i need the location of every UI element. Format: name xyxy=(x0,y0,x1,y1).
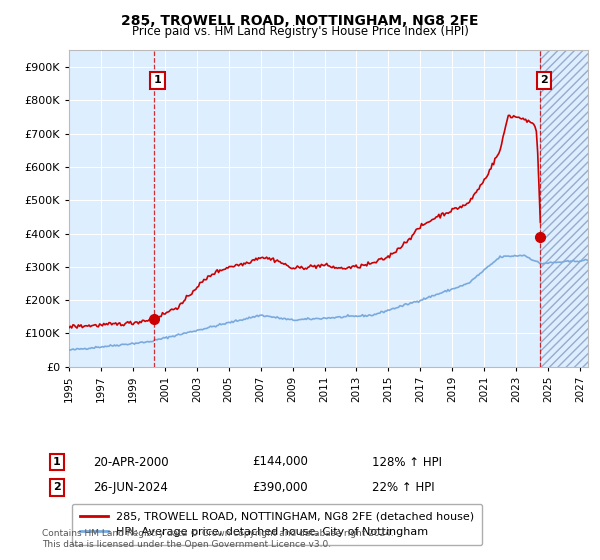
Text: 20-APR-2000: 20-APR-2000 xyxy=(93,455,169,469)
Bar xyxy=(540,50,588,367)
Text: 2: 2 xyxy=(540,76,548,85)
Text: 1: 1 xyxy=(154,76,161,85)
Text: £144,000: £144,000 xyxy=(252,455,308,469)
Text: 1: 1 xyxy=(53,457,61,467)
Text: 128% ↑ HPI: 128% ↑ HPI xyxy=(372,455,442,469)
Legend: 285, TROWELL ROAD, NOTTINGHAM, NG8 2FE (detached house), HPI: Average price, det: 285, TROWELL ROAD, NOTTINGHAM, NG8 2FE (… xyxy=(72,503,482,545)
Text: Price paid vs. HM Land Registry's House Price Index (HPI): Price paid vs. HM Land Registry's House … xyxy=(131,25,469,38)
Text: 26-JUN-2024: 26-JUN-2024 xyxy=(93,480,168,494)
Text: 22% ↑ HPI: 22% ↑ HPI xyxy=(372,480,434,494)
Text: 2: 2 xyxy=(53,482,61,492)
Text: Contains HM Land Registry data © Crown copyright and database right 2024.
This d: Contains HM Land Registry data © Crown c… xyxy=(42,529,394,549)
Text: 285, TROWELL ROAD, NOTTINGHAM, NG8 2FE: 285, TROWELL ROAD, NOTTINGHAM, NG8 2FE xyxy=(121,14,479,28)
Text: £390,000: £390,000 xyxy=(252,480,308,494)
